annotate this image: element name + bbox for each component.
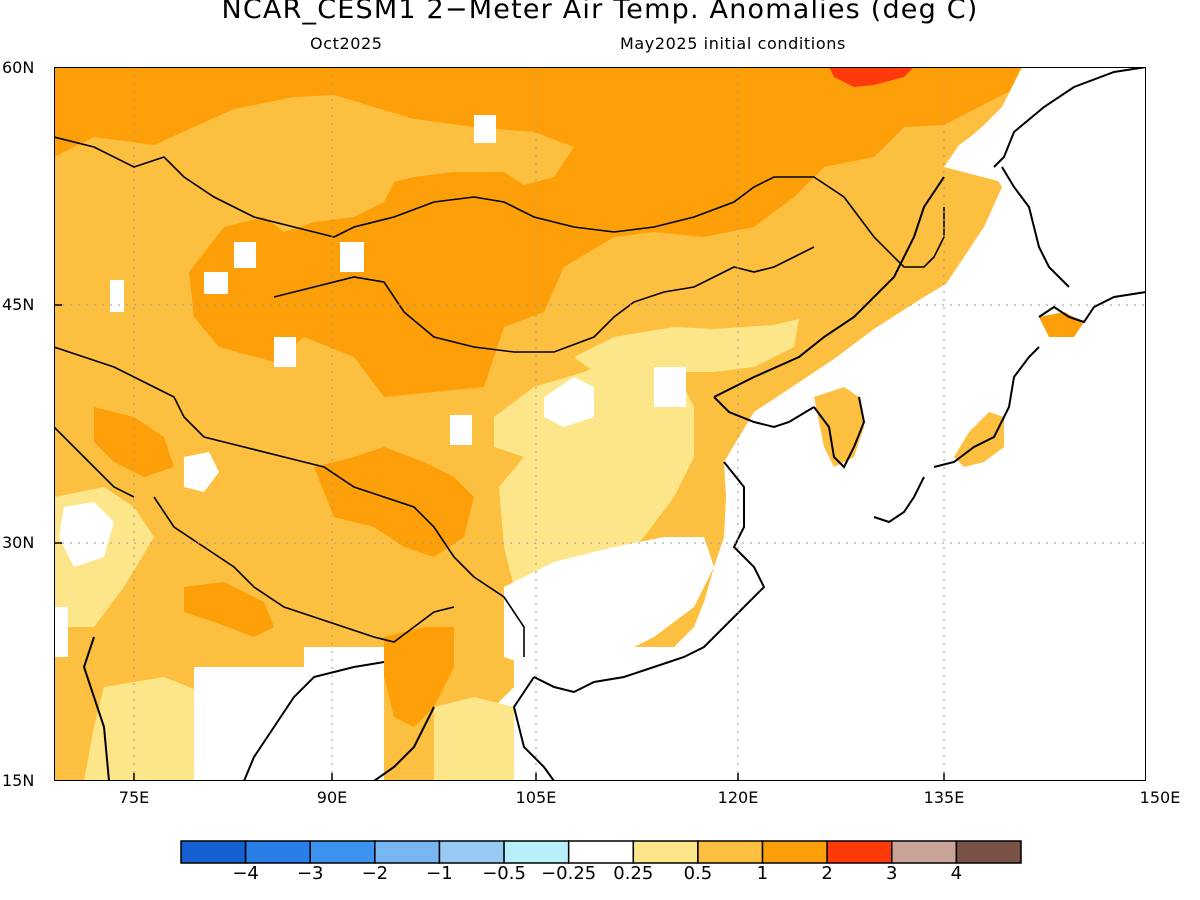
colorbar-swatch [374, 840, 441, 864]
lon-label-150e: 150E [1139, 788, 1181, 807]
anomaly-region-neutral-pakistan [59, 502, 114, 567]
colorbar-tick-label: −0.25 [541, 863, 597, 884]
colorbar-swatch [826, 840, 893, 864]
colorbar-swatch [180, 840, 247, 864]
colorbar-tick-label: −4 [232, 863, 259, 884]
colorbar [180, 840, 1022, 864]
lat-label-30n: 30N [2, 533, 35, 552]
land-korea [814, 387, 864, 467]
anomaly-region-1-2-west [94, 407, 174, 477]
colorbar-tick-label: 4 [950, 863, 963, 884]
colorbar-tick-label: 0.25 [613, 863, 654, 884]
colorbar-tick-label: −3 [296, 863, 324, 884]
lat-label-45n: 45N [2, 295, 35, 314]
white-pixel-8 [654, 367, 686, 407]
white-pixel-9 [54, 607, 68, 657]
colorbar-tick-label: 1 [756, 863, 769, 884]
white-pixel-5 [274, 337, 296, 367]
grid-lines [54, 67, 1146, 781]
lon-label-90e: 90E [316, 788, 348, 807]
country-borders [54, 136, 945, 657]
colorbar-tick-label: −1 [426, 863, 453, 884]
anomaly-region-0.25-0.5-northchina [574, 319, 799, 372]
anomaly-region-1-2-south [314, 447, 474, 557]
white-pixel-1 [110, 280, 124, 312]
colorbar-swatch [891, 840, 958, 864]
white-pixel-11 [304, 647, 384, 781]
ocean-mask [704, 67, 1146, 781]
colorbar-swatch [309, 840, 376, 864]
forecast-month: Oct2025 [310, 34, 383, 53]
anomaly-region-1-2-myanmar [384, 627, 454, 727]
colorbar-tick-label: −2 [361, 863, 389, 884]
coastlines [82, 67, 1146, 781]
colorbar-swatch [503, 840, 570, 864]
colorbar-swatch [632, 840, 699, 864]
anomaly-region-0.25-0.5-china [494, 357, 694, 607]
anomaly-region-neutral-china [504, 537, 714, 667]
white-pixel-12 [514, 647, 694, 781]
colorbar-tick-label: −0.5 [482, 863, 526, 884]
white-pixel-3 [474, 115, 496, 143]
colorbar-swatch [697, 840, 764, 864]
colorbar-tick-label: 2 [821, 863, 833, 884]
colorbar-swatch [244, 840, 311, 864]
lon-label-120e: 120E [717, 788, 759, 807]
anomaly-map [54, 67, 1146, 781]
lat-label-60n: 60N [2, 58, 35, 77]
colorbar-swatch [761, 840, 828, 864]
colorbar-tick-label: 0.5 [683, 863, 713, 884]
anomaly-region-2-3 [829, 67, 914, 87]
colorbar-swatch [438, 840, 505, 864]
white-pixel-2 [340, 242, 364, 272]
white-pixel-7 [234, 242, 256, 268]
colorbar-tick-label: 3 [886, 863, 898, 884]
anomaly-region-1-2 [54, 67, 1022, 397]
colorbar-swatch [567, 840, 635, 864]
white-pixel-4 [450, 415, 472, 445]
colorbar-swatch [955, 840, 1022, 864]
anomaly-region-1-2-india [184, 582, 274, 637]
initial-conditions: May2025 initial conditions [620, 34, 846, 53]
lon-label-75e: 75E [118, 788, 150, 807]
anomaly-region-neutral-loess [544, 377, 594, 427]
lat-label-15n: 15N [2, 771, 35, 790]
axis-ticks [54, 304, 945, 781]
lon-label-135e: 135E [923, 788, 965, 807]
lon-label-105e: 105E [515, 788, 557, 807]
white-pixel-10 [194, 667, 304, 781]
chart-title: NCAR_CESM1 2−Meter Air Temp. Anomalies (… [221, 0, 979, 25]
anomaly-region-neutral-tibet [184, 452, 219, 492]
white-pixel-6 [204, 272, 228, 294]
